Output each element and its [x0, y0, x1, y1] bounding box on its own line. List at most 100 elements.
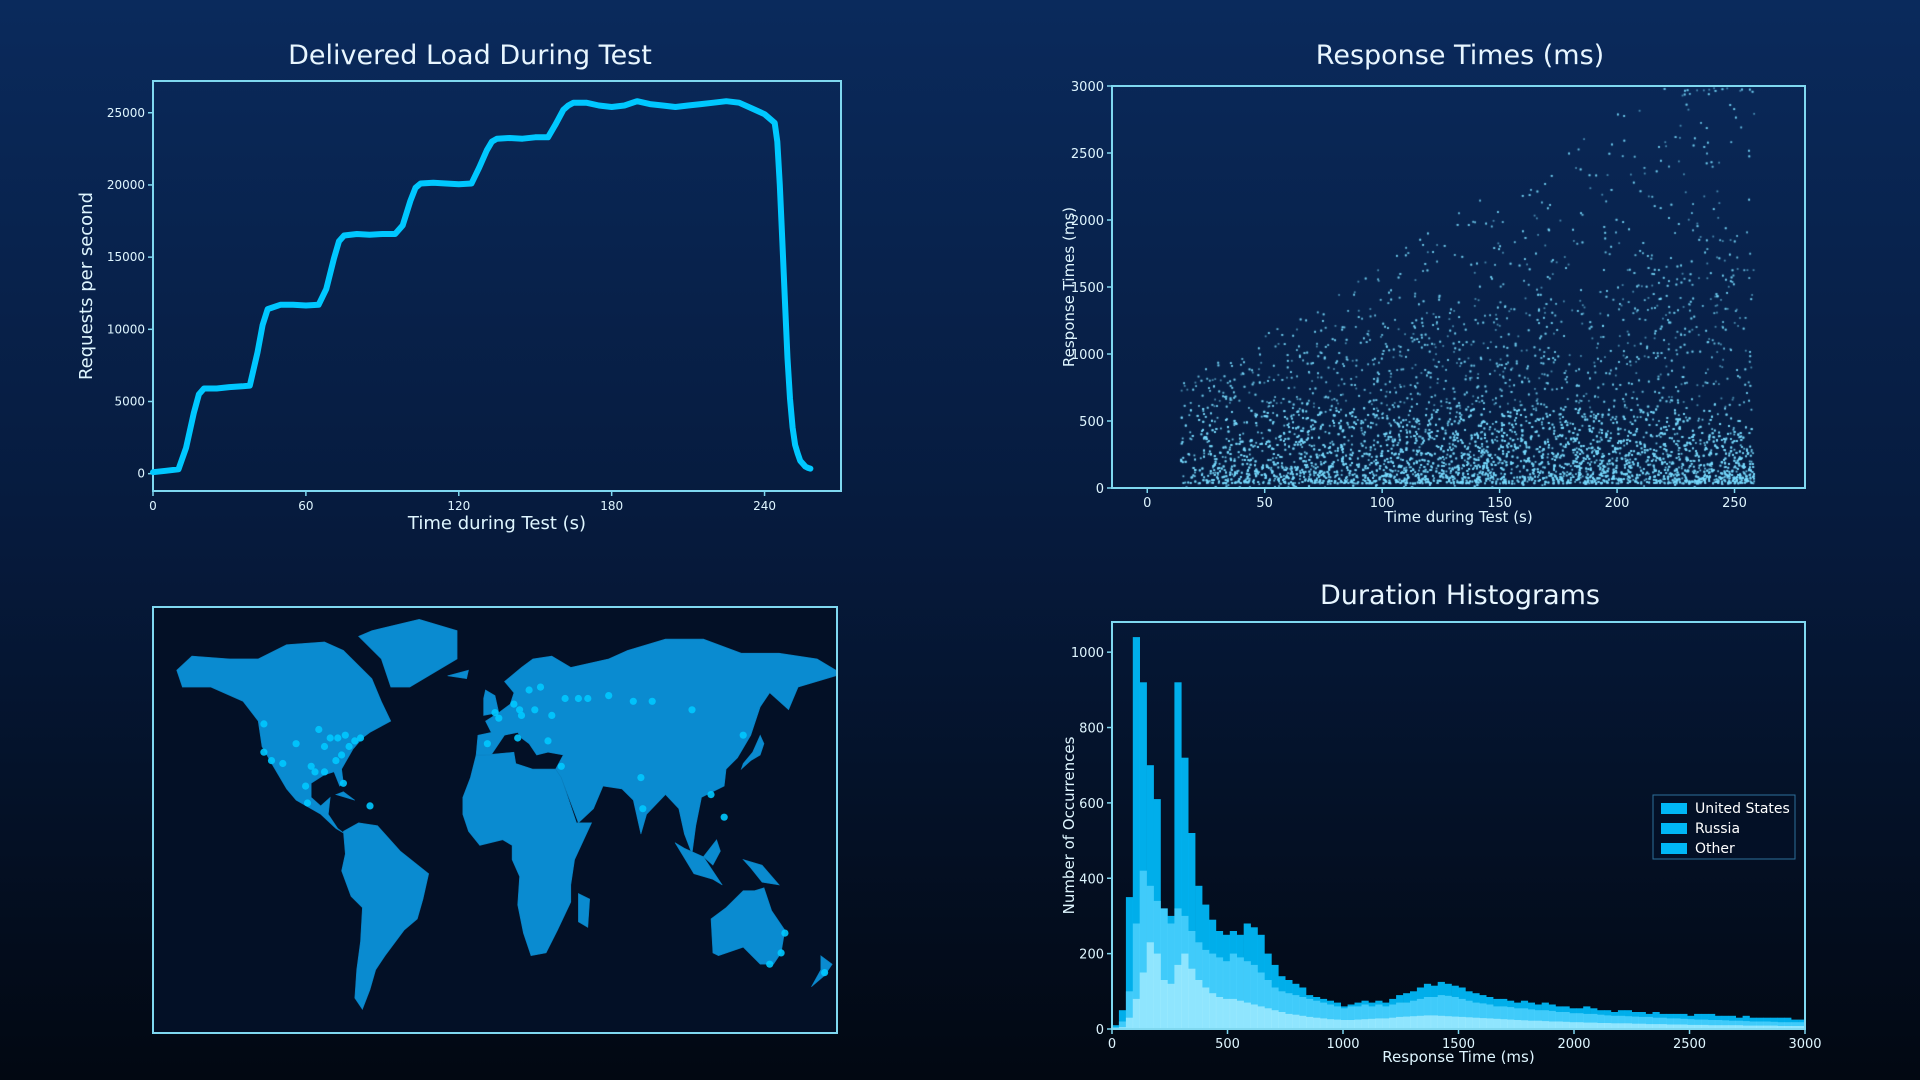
hist-bar-russia — [1243, 961, 1251, 1029]
load-ytick-label: 15000 — [107, 250, 145, 264]
load-ytick-label: 25000 — [107, 106, 145, 120]
hist-bar-russia — [1347, 1006, 1355, 1029]
hist-bar-russia — [1271, 987, 1279, 1029]
hist-bar-other — [1368, 1018, 1376, 1029]
hist-bar-russia — [1396, 1002, 1404, 1029]
hist-bar-russia — [1326, 1004, 1334, 1029]
hist-bar-other — [1257, 1006, 1265, 1029]
hist-bar-other — [1410, 1016, 1418, 1029]
hist-bar-russia — [1382, 1006, 1390, 1029]
hist-bar-other — [1791, 1026, 1799, 1029]
hist-bar-other — [1209, 993, 1217, 1029]
hist-legend-label: Other — [1695, 841, 1735, 857]
origin-point — [320, 768, 329, 776]
hist-bar-other — [1555, 1021, 1563, 1029]
origin-point — [536, 683, 545, 691]
hist-bar-russia — [1361, 1004, 1369, 1029]
hist-legend-swatch — [1661, 803, 1687, 814]
scatter-ytick-label: 500 — [1079, 415, 1104, 430]
hist-bar-russia — [1590, 1013, 1598, 1029]
origin-point — [366, 802, 374, 810]
hist-ytick-label: 600 — [1079, 797, 1104, 812]
origin-point — [303, 799, 312, 807]
hist-ytick-label: 400 — [1079, 872, 1104, 887]
hist-bar-russia — [1167, 923, 1175, 1029]
origin-point — [351, 737, 359, 745]
hist-bar-russia — [1770, 1021, 1778, 1029]
hist-bar-russia — [1597, 1014, 1605, 1029]
hist-bar-russia — [1292, 995, 1300, 1029]
hist-bar-russia — [1576, 1013, 1584, 1029]
hist-bar-russia — [1507, 1007, 1515, 1029]
origin-point — [821, 969, 829, 977]
hist-bar-russia — [1721, 1020, 1729, 1029]
load-ytick-label: 10000 — [107, 322, 145, 336]
origin-point — [584, 694, 592, 703]
hist-bar-other — [1513, 1020, 1522, 1029]
hist-bar-other — [1611, 1023, 1619, 1029]
hist-bar-russia — [1659, 1017, 1667, 1029]
hist-legend-label: United States — [1695, 801, 1790, 817]
scatter-xtick-label: 150 — [1487, 496, 1512, 511]
scatter-ylabel: Response Times (ms) — [1060, 207, 1078, 367]
hist-bar-russia — [1493, 1006, 1501, 1029]
origin-point — [311, 768, 319, 776]
hist-bar-other — [1313, 1017, 1321, 1029]
hist-bar-other — [1624, 1023, 1632, 1029]
hist-bar-other — [1708, 1025, 1716, 1029]
hist-bar-russia — [1444, 995, 1452, 1029]
hist-bar-russia — [1520, 1008, 1529, 1029]
origin-point — [260, 748, 268, 756]
hist-bar-russia — [1728, 1020, 1736, 1029]
hist-bar-other — [1299, 1015, 1307, 1029]
origin-point — [292, 740, 300, 748]
hist-bar-russia — [1451, 997, 1459, 1029]
hist-ylabel: Number of Occurrences — [1060, 736, 1078, 914]
scatter-ytick-label: 0 — [1096, 482, 1104, 497]
hist-ytick-label: 1000 — [1071, 646, 1104, 661]
origin-point — [483, 740, 491, 748]
hist-xtick-label: 500 — [1215, 1037, 1240, 1052]
hist-bar-russia — [1437, 995, 1445, 1029]
hist-bar-russia — [1430, 997, 1438, 1029]
hist-bar-russia — [1714, 1020, 1723, 1029]
load-ytick-label: 5000 — [114, 394, 145, 408]
hist-bar-russia — [1465, 1000, 1473, 1029]
indonesia-landmass — [674, 842, 723, 886]
hist-xtick-label: 2500 — [1673, 1037, 1706, 1052]
hist-bar-other — [1188, 968, 1196, 1029]
scatter-xtick-label: 200 — [1605, 496, 1630, 511]
hist-bar-other — [1728, 1025, 1736, 1029]
hist-bar-russia — [1680, 1018, 1688, 1029]
hist-bar-other — [1195, 980, 1203, 1029]
hist-bar-other — [1319, 1018, 1328, 1029]
cuba-landmass — [334, 791, 355, 801]
hist-bar-russia — [1118, 1021, 1127, 1029]
origin-point — [320, 742, 329, 751]
origin-point — [315, 725, 323, 734]
hist-bar-russia — [1708, 1020, 1716, 1029]
origin-point — [561, 694, 569, 703]
hist-bar-russia — [1742, 1021, 1750, 1029]
hist-bar-russia — [1694, 1019, 1702, 1029]
origin-point — [781, 929, 789, 937]
hist-bar-other — [1486, 1018, 1494, 1029]
hist-bar-other — [1604, 1023, 1612, 1029]
hist-bar-russia — [1735, 1020, 1743, 1029]
histogram-chart: 0 500 1000 1500 2000 2500 3000 0 200 400 600 800 100… — [1060, 621, 1822, 1066]
hist-bar-russia — [1403, 1002, 1411, 1029]
hist-bar-russia — [1313, 1000, 1321, 1029]
hist-bar-us — [1118, 1010, 1127, 1029]
hist-bar-russia — [1215, 957, 1224, 1029]
origin-point — [326, 734, 334, 742]
hist-bar-other — [1527, 1020, 1535, 1029]
hist-bar-russia — [1264, 980, 1272, 1029]
hist-legend-swatch — [1661, 823, 1687, 834]
hist-bar-russia — [1624, 1016, 1632, 1029]
hist-bar-other — [1243, 1002, 1251, 1029]
load-xtick-label: 180 — [600, 499, 623, 513]
origin-point — [356, 734, 365, 742]
hist-bar-russia — [1562, 1012, 1570, 1029]
origin-point — [302, 782, 310, 790]
hist-bar-other — [1236, 1000, 1244, 1029]
